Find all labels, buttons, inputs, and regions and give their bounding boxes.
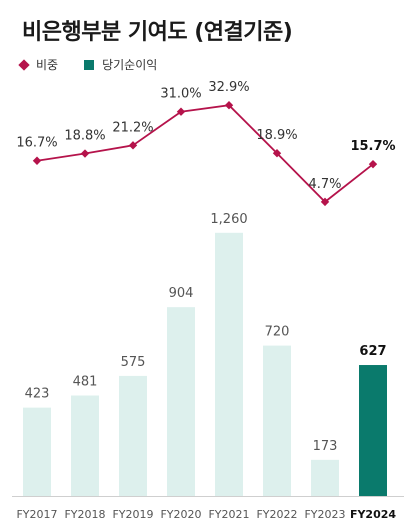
bar-FY2023 bbox=[311, 459, 339, 496]
bar-value-label-FY2019: 575 bbox=[121, 355, 146, 370]
x-tick-label-FY2021: FY2021 bbox=[208, 508, 249, 521]
share-label-FY2024: 15.7% bbox=[350, 139, 395, 154]
share-label-FY2018: 18.8% bbox=[64, 129, 105, 144]
x-tick-label-FY2019: FY2019 bbox=[112, 508, 153, 521]
legend: 비중 당기순이익 bbox=[18, 56, 183, 73]
bar-value-label-FY2018: 481 bbox=[73, 375, 98, 390]
share-label-FY2022: 18.9% bbox=[256, 128, 297, 143]
chart-title: 비은행부분 기여도 (연결기준) bbox=[22, 20, 293, 45]
share-label-FY2019: 21.2% bbox=[112, 120, 153, 135]
legend-profit-label: 당기순이익 bbox=[102, 58, 158, 72]
bar-FY2017 bbox=[23, 407, 51, 496]
bar-value-label-FY2017: 423 bbox=[25, 387, 50, 402]
bar-FY2019 bbox=[119, 375, 147, 496]
share-point-FY2020 bbox=[176, 107, 186, 116]
share-point-FY2017 bbox=[32, 156, 42, 165]
bar-value-label-FY2021: 1,260 bbox=[210, 212, 247, 227]
legend-share-label: 비중 bbox=[36, 58, 59, 72]
x-tick-label-FY2020: FY2020 bbox=[160, 508, 201, 521]
share-label-FY2021: 32.9% bbox=[208, 80, 249, 95]
square-marker-icon bbox=[84, 59, 95, 70]
bar-value-label-FY2020: 904 bbox=[169, 286, 194, 301]
bar-value-label-FY2024: 627 bbox=[359, 344, 386, 359]
legend-item-share: 비중 bbox=[18, 56, 59, 73]
share-point-FY2021 bbox=[224, 101, 234, 110]
bar-value-label-FY2023: 173 bbox=[313, 439, 338, 454]
bar-FY2021 bbox=[215, 232, 243, 497]
x-tick-label-FY2017: FY2017 bbox=[16, 508, 57, 521]
x-tick-label-FY2023: FY2023 bbox=[304, 508, 345, 521]
share-point-FY2018 bbox=[80, 149, 90, 158]
share-label-FY2020: 31.0% bbox=[160, 87, 201, 102]
share-point-FY2023 bbox=[320, 197, 330, 207]
legend-item-profit: 당기순이익 bbox=[84, 56, 157, 73]
bar-FY2020 bbox=[167, 307, 195, 496]
x-tick-label-FY2018: FY2018 bbox=[64, 508, 105, 521]
bar-FY2022 bbox=[263, 345, 291, 496]
share-point-FY2024 bbox=[368, 159, 378, 169]
x-tick-label-FY2024: FY2024 bbox=[350, 508, 396, 521]
bar-FY2018 bbox=[71, 395, 99, 496]
x-tick-label-FY2022: FY2022 bbox=[256, 508, 297, 521]
share-point-FY2022 bbox=[272, 149, 282, 158]
bar-FY2024 bbox=[359, 365, 387, 496]
bar-value-label-FY2022: 720 bbox=[265, 325, 290, 340]
share-line bbox=[36, 104, 374, 204]
share-point-FY2019 bbox=[128, 141, 138, 150]
share-label-FY2017: 16.7% bbox=[16, 136, 57, 151]
share-label-FY2023: 4.7% bbox=[308, 177, 341, 192]
